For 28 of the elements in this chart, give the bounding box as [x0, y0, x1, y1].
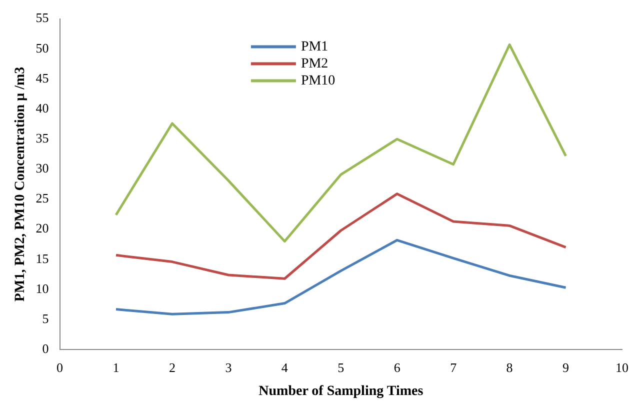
y-tick-label: 35	[36, 130, 49, 146]
y-tick-label: 30	[36, 160, 49, 176]
y-tick-label: 50	[36, 40, 49, 56]
x-tick-label: 7	[450, 360, 458, 375]
y-tick-label: 45	[36, 70, 49, 86]
x-axis-title: Number of Sampling Times	[258, 384, 424, 400]
y-tick-label: 40	[36, 100, 49, 116]
x-tick-label: 6	[394, 360, 401, 375]
x-tick-label: 2	[168, 360, 176, 375]
y-tick-label: 15	[36, 250, 49, 266]
y-tick-label: 25	[36, 190, 49, 206]
legend-label: PM10	[300, 73, 336, 88]
y-tick-label: 20	[36, 220, 49, 236]
legend-label: PM1	[300, 39, 328, 54]
y-tick-label: 0	[42, 341, 49, 356]
x-tick-label: 1	[112, 360, 120, 375]
x-tick-label: 4	[281, 360, 288, 375]
x-tick-label: 10	[616, 360, 628, 375]
y-tick-label: 5	[42, 310, 49, 326]
x-tick-label: 0	[56, 360, 64, 375]
x-tick-label: 9	[562, 360, 570, 375]
y-axis-title: PM1, PM2, PM10 Concentration µ /m3	[13, 66, 28, 302]
x-tick-label: 3	[225, 360, 232, 375]
legend-label: PM2	[300, 56, 328, 72]
y-tick-label: 55	[36, 10, 49, 26]
y-tick-label: 10	[36, 280, 49, 296]
x-tick-label: 5	[338, 360, 344, 375]
x-tick-label: 8	[506, 360, 513, 375]
